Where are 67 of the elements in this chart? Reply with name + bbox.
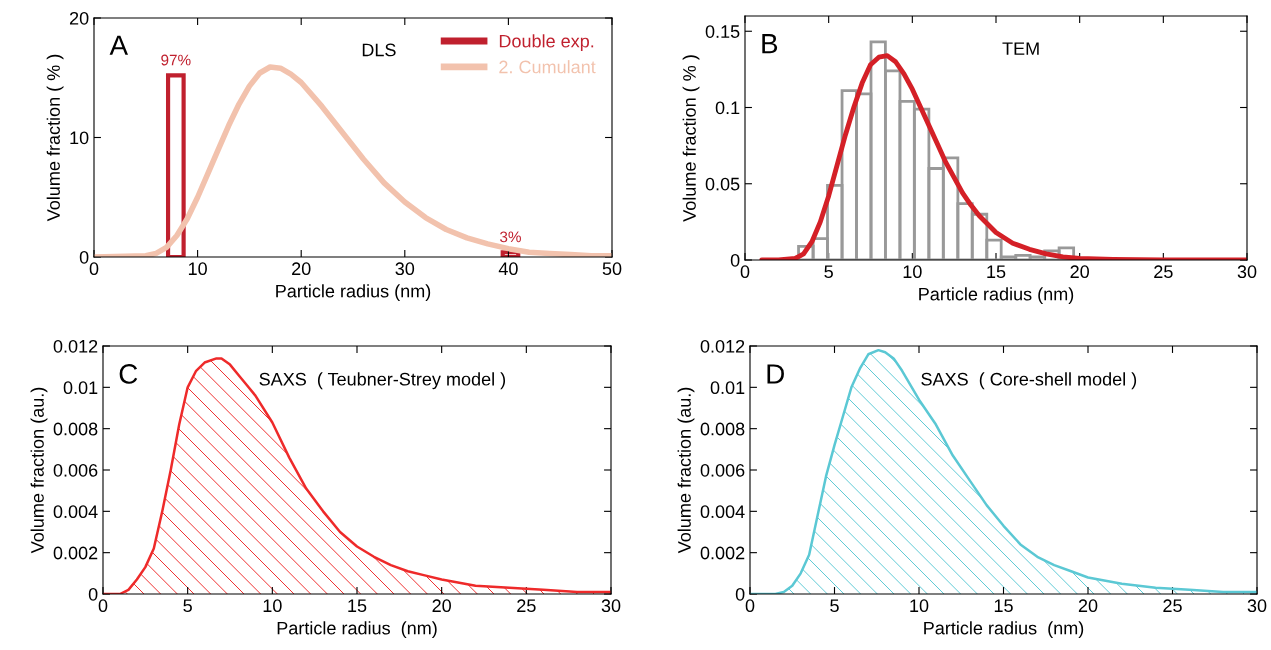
annotation: DLS bbox=[362, 43, 396, 57]
annotation: A bbox=[109, 35, 129, 55]
legend-label: 2. Cumulant bbox=[499, 60, 596, 74]
y-tick-label: 0.008 bbox=[53, 422, 98, 436]
annotation: B bbox=[762, 34, 778, 54]
x-tick-label: 20 bbox=[1070, 265, 1089, 279]
annotation: D bbox=[767, 364, 784, 384]
y-tick-label: 0.002 bbox=[700, 546, 745, 560]
y-tick-label: 0 bbox=[730, 253, 740, 267]
x-tick-label: 20 bbox=[432, 599, 451, 613]
x-tick-label: 5 bbox=[824, 265, 833, 279]
y-tick-label: 0.004 bbox=[700, 505, 745, 519]
annotation: SAXS ( Teubner-Strey model ) bbox=[259, 372, 506, 390]
x-tick-label: 25 bbox=[517, 599, 536, 613]
x-tick-label: 20 bbox=[292, 262, 311, 276]
x-tick-label: 10 bbox=[188, 262, 207, 276]
y-tick-label: 0.1 bbox=[715, 101, 740, 115]
y-axis-title: Volume fraction ( % ) bbox=[46, 54, 64, 222]
x-tick-label: 30 bbox=[1247, 599, 1267, 613]
line-series bbox=[759, 53, 1247, 260]
y-tick-label: 0.004 bbox=[53, 505, 98, 519]
y-tick-label: 0.002 bbox=[53, 546, 98, 560]
x-tick-label: 5 bbox=[183, 599, 192, 613]
x-tick-label: 0 bbox=[98, 599, 108, 613]
legend-label: Double exp. bbox=[499, 34, 594, 52]
x-tick-label: 20 bbox=[1078, 599, 1098, 613]
y-tick-label: 0.05 bbox=[705, 177, 740, 191]
x-tick-label: 10 bbox=[910, 599, 929, 613]
y-tick-label: 0.01 bbox=[63, 381, 98, 395]
x-tick-label: 10 bbox=[263, 599, 282, 613]
y-tick-label: 0.006 bbox=[700, 463, 745, 477]
y-tick-label: 0 bbox=[88, 587, 98, 601]
y-tick-label: 10 bbox=[70, 131, 89, 145]
y-tick-label: 0.01 bbox=[710, 381, 745, 395]
annotation: 97% bbox=[161, 54, 191, 66]
x-tick-label: 0 bbox=[745, 599, 755, 613]
y-tick-label: 0.006 bbox=[53, 463, 98, 477]
x-tick-label: 25 bbox=[1163, 599, 1182, 613]
y-tick-label: 0 bbox=[79, 250, 89, 264]
x-tick-label: 15 bbox=[348, 599, 367, 613]
x-axis-title: Particle radius (nm) bbox=[919, 287, 1074, 305]
y-axis-title: Volume fraction ( % ) bbox=[682, 55, 700, 222]
x-axis-title: Particle radius (nm) bbox=[277, 621, 437, 639]
annotation: C bbox=[119, 364, 138, 384]
x-tick-label: 15 bbox=[994, 599, 1013, 613]
y-tick-label: 0.15 bbox=[705, 25, 740, 38]
x-tick-label: 30 bbox=[395, 262, 415, 276]
annotation: TEM bbox=[1002, 42, 1039, 55]
x-tick-label: 30 bbox=[601, 599, 621, 613]
y-tick-label: 20 bbox=[69, 11, 89, 25]
y-tick-label: 0.012 bbox=[53, 339, 98, 353]
y-tick-label: 0.012 bbox=[700, 339, 745, 353]
y-axis-title: Volume fraction (au.) bbox=[677, 387, 695, 554]
x-tick-label: 15 bbox=[987, 265, 1006, 279]
x-tick-label: 40 bbox=[498, 262, 518, 276]
x-tick-label: 25 bbox=[1154, 265, 1173, 279]
annotation: 3% bbox=[500, 231, 521, 243]
y-tick-label: 0.008 bbox=[700, 422, 745, 436]
x-tick-label: 30 bbox=[1237, 265, 1257, 279]
x-tick-label: 10 bbox=[903, 265, 922, 279]
annotation: SAXS ( Core-shell model ) bbox=[921, 372, 1137, 390]
x-tick-label: 5 bbox=[830, 599, 839, 613]
y-tick-label: 0 bbox=[735, 587, 745, 601]
x-tick-label: 50 bbox=[602, 262, 622, 276]
x-axis-title: Particle radius (nm) bbox=[924, 621, 1084, 639]
y-axis-title: Volume fraction (au.) bbox=[30, 387, 48, 554]
x-axis-title: Particle radius (nm) bbox=[276, 284, 431, 302]
